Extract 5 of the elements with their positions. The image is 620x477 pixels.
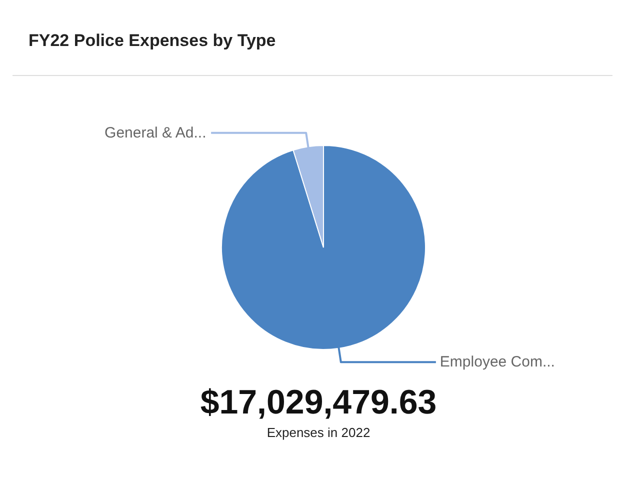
slice-label: Employee Com... [440,354,555,371]
slice-label: General & Ad... [104,124,206,142]
text: Expenses in 2022 [266,425,370,440]
text: $17,029,479.63 [200,384,437,422]
chart-title: FY22 Police Expenses by Type [28,31,276,50]
